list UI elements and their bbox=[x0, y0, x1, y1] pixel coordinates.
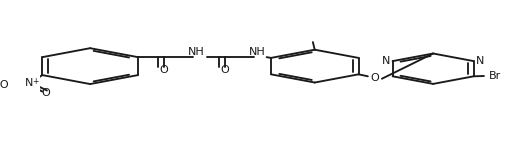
Text: +: + bbox=[32, 76, 39, 86]
Text: N: N bbox=[382, 56, 390, 66]
Text: ⁻O: ⁻O bbox=[0, 79, 9, 90]
Text: NH: NH bbox=[188, 47, 205, 57]
Text: O: O bbox=[220, 65, 229, 75]
Text: N: N bbox=[476, 56, 485, 66]
Text: O: O bbox=[370, 73, 379, 83]
Text: O: O bbox=[160, 65, 168, 75]
Text: Br: Br bbox=[489, 71, 501, 81]
Text: NH: NH bbox=[249, 47, 266, 57]
Text: O: O bbox=[42, 88, 50, 98]
Text: N: N bbox=[25, 78, 34, 88]
